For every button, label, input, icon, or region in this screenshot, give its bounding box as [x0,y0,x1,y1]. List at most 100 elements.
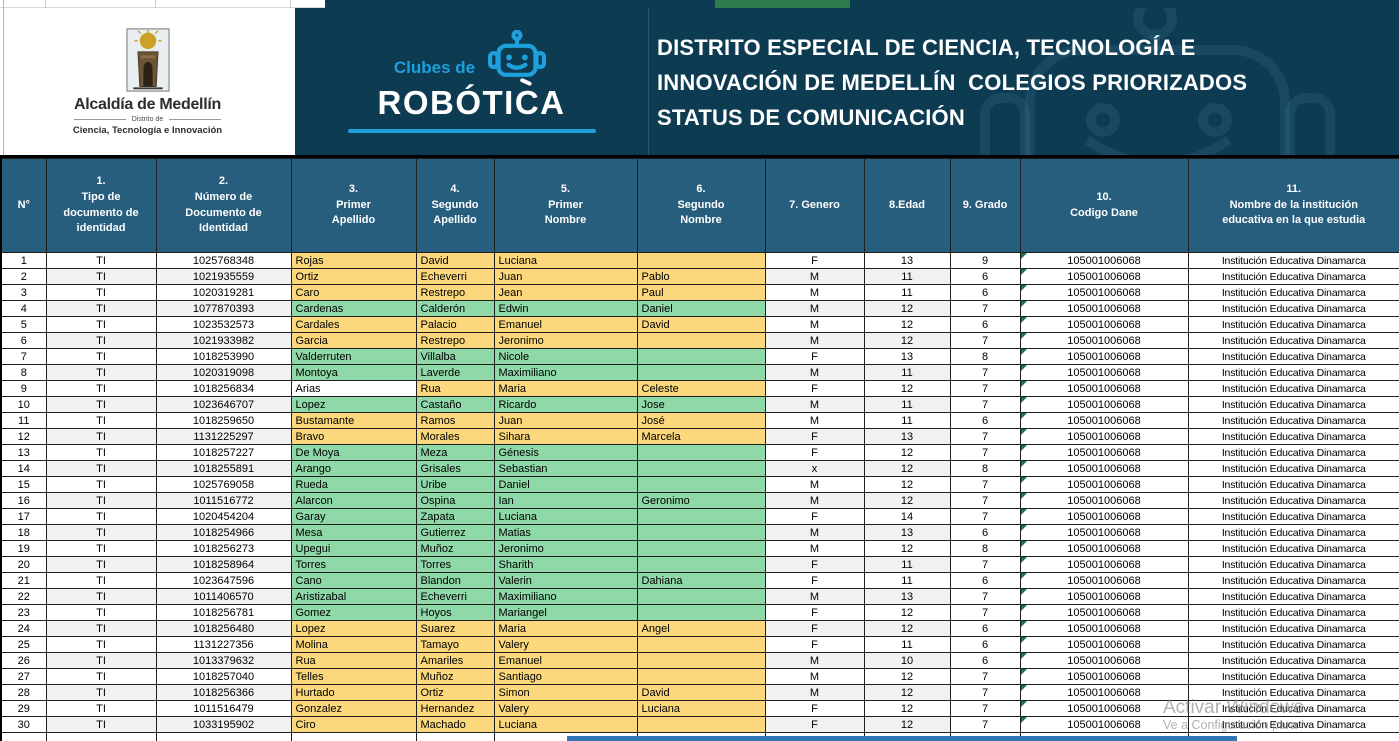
segundo-nombre-cell[interactable]: Pablo [636,268,766,285]
codigo-dane-cell[interactable]: 105001006068 [1019,332,1189,349]
primer-apellido-cell[interactable]: Aristizabal [290,588,417,605]
tipo-documento-cell[interactable]: TI [45,540,157,557]
primer-nombre-cell[interactable]: Luciana [493,716,638,733]
grado-cell[interactable]: 7 [949,332,1021,349]
tipo-documento-cell[interactable]: TI [45,604,157,621]
segundo-apellido-cell[interactable]: Restrepo [415,284,495,301]
primer-nombre-cell[interactable]: Valery [493,700,638,717]
codigo-dane-cell[interactable]: 105001006068 [1019,508,1189,525]
grado-cell[interactable]: 6 [949,636,1021,653]
tipo-documento-cell[interactable]: TI [45,444,157,461]
primer-nombre-cell[interactable]: Mariangel [493,604,638,621]
primer-nombre-cell[interactable]: Juan [493,412,638,429]
segundo-nombre-cell[interactable] [636,604,766,621]
codigo-dane-cell[interactable]: 105001006068 [1019,460,1189,477]
segundo-nombre-cell[interactable] [636,364,766,381]
primer-nombre-cell[interactable]: Juan [493,268,638,285]
grado-cell[interactable]: 7 [949,604,1021,621]
primer-nombre-cell[interactable]: Jean [493,284,638,301]
primer-nombre-cell[interactable]: Luciana [493,252,638,269]
edad-cell[interactable]: 12 [863,444,951,461]
primer-apellido-cell[interactable]: Lopez [290,396,417,413]
row-number-cell[interactable]: 5 [0,316,47,333]
segundo-apellido-cell[interactable]: Laverde [415,364,495,381]
row-number-cell[interactable]: 17 [0,508,47,525]
header-genero[interactable]: 7. Genero [764,158,865,253]
tipo-documento-cell[interactable]: TI [45,380,157,397]
institucion-cell[interactable]: Institución Educativa Dinamarca [1187,476,1399,493]
tipo-documento-cell[interactable] [45,732,157,741]
segundo-nombre-cell[interactable] [636,716,766,733]
row-number-cell[interactable]: 16 [0,492,47,509]
institucion-cell[interactable]: Institución Educativa Dinamarca [1187,380,1399,397]
primer-apellido-cell[interactable]: Lopez [290,620,417,637]
segundo-apellido-cell[interactable]: Torres [415,556,495,573]
codigo-dane-cell[interactable]: 105001006068 [1019,476,1189,493]
codigo-dane-cell[interactable]: 105001006068 [1019,268,1189,285]
primer-nombre-cell[interactable]: Simon [493,684,638,701]
segundo-apellido-cell[interactable]: Echeverri [415,268,495,285]
tipo-documento-cell[interactable]: TI [45,396,157,413]
segundo-apellido-cell[interactable]: Echeverri [415,588,495,605]
codigo-dane-cell[interactable]: 105001006068 [1019,652,1189,669]
numero-documento-cell[interactable]: 1033195902 [155,716,292,733]
genero-cell[interactable]: M [764,476,865,493]
primer-apellido-cell[interactable]: Bravo [290,428,417,445]
segundo-nombre-cell[interactable]: David [636,316,766,333]
primer-nombre-cell[interactable]: Sihara [493,428,638,445]
numero-documento-cell[interactable]: 1018257227 [155,444,292,461]
tipo-documento-cell[interactable]: TI [45,620,157,637]
codigo-dane-cell[interactable]: 105001006068 [1019,348,1189,365]
institucion-cell[interactable]: Institución Educativa Dinamarca [1187,332,1399,349]
edad-cell[interactable]: 12 [863,316,951,333]
edad-cell[interactable]: 11 [863,396,951,413]
grado-cell[interactable]: 7 [949,300,1021,317]
primer-nombre-cell[interactable]: Emanuel [493,316,638,333]
row-number-cell[interactable]: 1 [0,252,47,269]
codigo-dane-cell[interactable]: 105001006068 [1019,444,1189,461]
edad-cell[interactable]: 13 [863,348,951,365]
numero-documento-cell[interactable]: 1020454204 [155,508,292,525]
grado-cell[interactable]: 6 [949,524,1021,541]
tipo-documento-cell[interactable]: TI [45,588,157,605]
primer-apellido-cell[interactable]: Rueda [290,476,417,493]
row-number-cell[interactable]: 21 [0,572,47,589]
row-number-cell[interactable]: 18 [0,524,47,541]
edad-cell[interactable]: 11 [863,412,951,429]
numero-documento-cell[interactable]: 1013379632 [155,652,292,669]
institucion-cell[interactable]: Institución Educativa Dinamarca [1187,364,1399,381]
segundo-apellido-cell[interactable]: Rua [415,380,495,397]
tipo-documento-cell[interactable]: TI [45,524,157,541]
genero-cell[interactable]: F [764,348,865,365]
row-number-cell[interactable]: 10 [0,396,47,413]
primer-nombre-cell[interactable]: Sebastian [493,460,638,477]
genero-cell[interactable]: F [764,716,865,733]
tipo-documento-cell[interactable]: TI [45,572,157,589]
grado-cell[interactable]: 7 [949,444,1021,461]
primer-apellido-cell[interactable]: Ciro [290,716,417,733]
segundo-apellido-cell[interactable]: Blandon [415,572,495,589]
grado-cell[interactable]: 7 [949,588,1021,605]
segundo-apellido-cell[interactable]: Meza [415,444,495,461]
tipo-documento-cell[interactable]: TI [45,636,157,653]
primer-apellido-cell[interactable]: Arias [290,380,417,397]
primer-apellido-cell[interactable]: Mesa [290,524,417,541]
segundo-apellido-cell[interactable]: Amariles [415,652,495,669]
header-primer-apellido[interactable]: 3. Primer Apellido [290,158,417,253]
codigo-dane-cell[interactable]: 105001006068 [1019,604,1189,621]
segundo-nombre-cell[interactable] [636,668,766,685]
institucion-cell[interactable]: Institución Educativa Dinamarca [1187,620,1399,637]
numero-documento-cell[interactable]: 1018253990 [155,348,292,365]
numero-documento-cell[interactable] [155,732,292,741]
segundo-nombre-cell[interactable] [636,652,766,669]
numero-documento-cell[interactable]: 1023647596 [155,572,292,589]
institucion-cell[interactable]: Institución Educativa Dinamarca [1187,348,1399,365]
numero-documento-cell[interactable]: 1020319098 [155,364,292,381]
row-number-cell[interactable]: 20 [0,556,47,573]
segundo-apellido-cell[interactable]: Calderón [415,300,495,317]
institucion-cell[interactable]: Institución Educativa Dinamarca [1187,284,1399,301]
numero-documento-cell[interactable]: 1018254966 [155,524,292,541]
header-codigo-dane[interactable]: 10. Codigo Dane [1019,158,1189,253]
segundo-apellido-cell[interactable]: Morales [415,428,495,445]
genero-cell[interactable]: F [764,636,865,653]
